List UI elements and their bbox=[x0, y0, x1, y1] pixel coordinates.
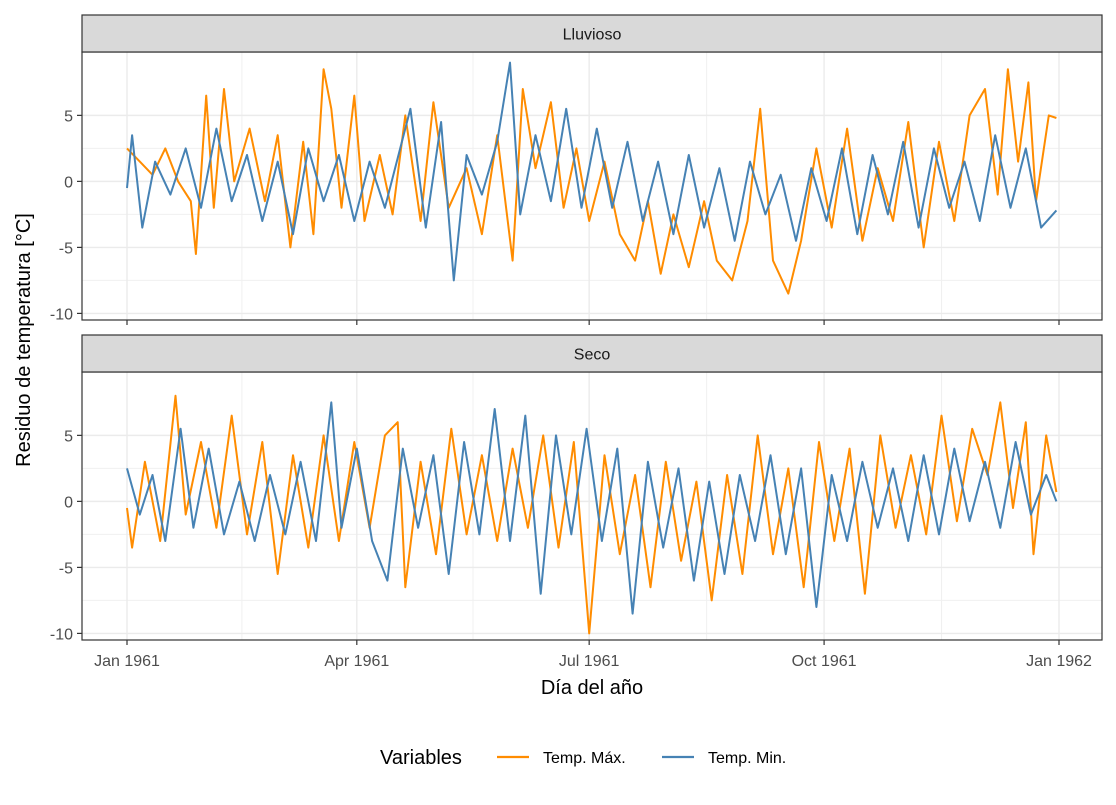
y-tick-label: -10 bbox=[50, 306, 73, 323]
x-tick-label: Jan 1962 bbox=[1026, 653, 1092, 670]
panels: Lluvioso 5 0 -5 -10 Seco 5 0 -5 -10 Jan 1961 Apr 19… bbox=[50, 14, 1103, 670]
x-tick-label: Apr 1961 bbox=[324, 653, 389, 670]
x-tick-label: Jul 1961 bbox=[559, 653, 620, 670]
panel-seco: Seco 5 0 -5 -10 Jan 1961 Apr 1961 Jul 1961 Oct 1… bbox=[50, 334, 1103, 670]
facet-strip bbox=[81, 334, 1103, 373]
series-line-tmin bbox=[126, 401, 1058, 615]
x-tick-label: Jan 1961 bbox=[94, 653, 160, 670]
legend-title: Variables bbox=[380, 747, 462, 769]
y-axis-label: Residuo de temperatura [°C] bbox=[13, 213, 35, 467]
legend-entry-label: Temp. Min. bbox=[708, 750, 786, 767]
y-tick-label: 5 bbox=[64, 108, 73, 125]
y-tick-label: 0 bbox=[64, 494, 73, 511]
y-tick-label: 0 bbox=[64, 174, 73, 191]
facet-strip-label: Seco bbox=[574, 347, 611, 364]
series-line-tmax bbox=[126, 68, 1057, 295]
series-line-tmax bbox=[126, 394, 1058, 635]
plot-background bbox=[82, 52, 1102, 320]
panel-lluvioso: Lluvioso 5 0 -5 -10 bbox=[50, 14, 1103, 325]
legend: Variables Temp. Máx. Temp. Min. bbox=[380, 747, 786, 769]
y-tick-label: -5 bbox=[59, 560, 73, 577]
x-axis-label: Día del año bbox=[541, 677, 643, 699]
facet-strip bbox=[81, 14, 1103, 53]
y-tick-label: 5 bbox=[64, 428, 73, 445]
series-line-tmin bbox=[126, 61, 1058, 282]
x-tick-label: Oct 1961 bbox=[792, 653, 857, 670]
facet-strip-label: Lluvioso bbox=[563, 27, 622, 44]
legend-entry-label: Temp. Máx. bbox=[543, 750, 626, 767]
y-tick-label: -5 bbox=[59, 240, 73, 257]
y-tick-label: -10 bbox=[50, 626, 73, 643]
